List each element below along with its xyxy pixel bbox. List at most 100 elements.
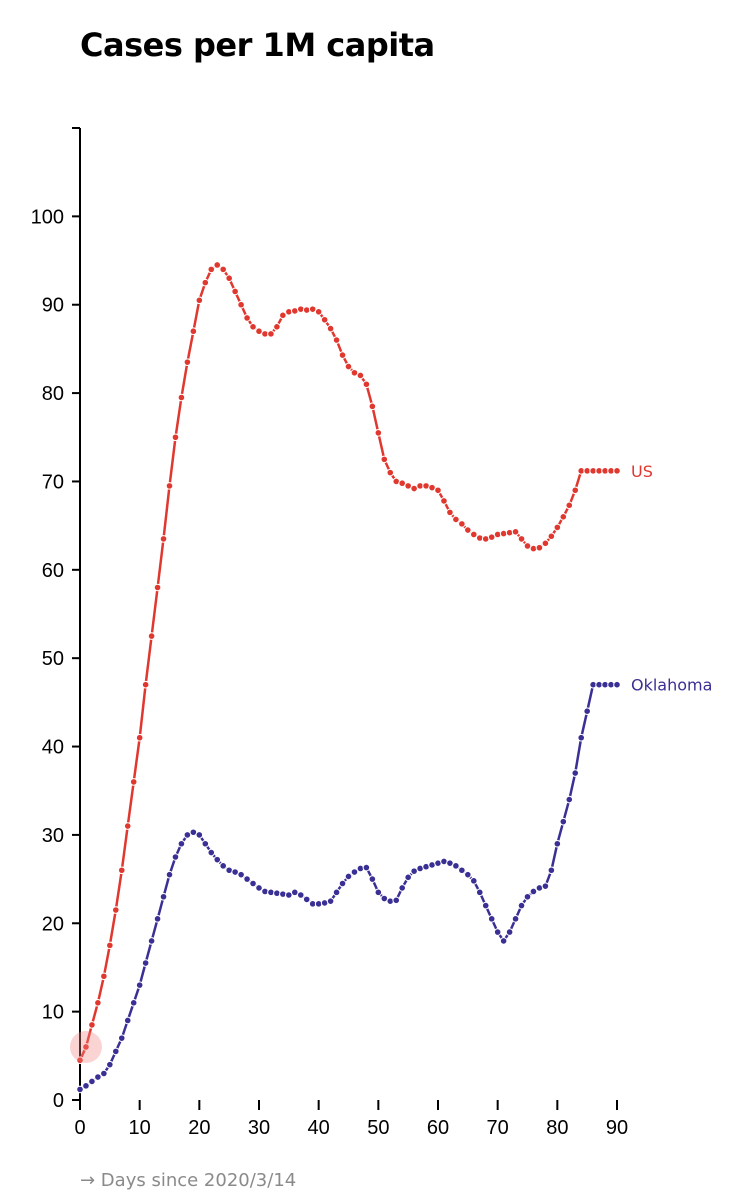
x-tick-label: 30 xyxy=(248,1117,270,1139)
data-point xyxy=(613,467,621,475)
data-point xyxy=(571,769,580,777)
data-point xyxy=(404,873,412,882)
data-point xyxy=(350,868,359,876)
data-point xyxy=(82,1043,90,1051)
data-point xyxy=(541,539,550,548)
y-tick-label: 0 xyxy=(53,1090,64,1112)
data-point xyxy=(380,455,389,464)
data-point xyxy=(535,543,544,552)
chart-axes: 0 10 20 30 40 50 60 70 80 90 100 0 10 20 30 40 50 60 70 80 9… xyxy=(31,127,628,1139)
data-point xyxy=(135,733,144,742)
series-line xyxy=(78,263,617,1061)
data-point xyxy=(88,1077,96,1086)
x-tick-label: 20 xyxy=(188,1117,210,1139)
data-point xyxy=(332,336,341,344)
data-point xyxy=(547,532,556,541)
data-point xyxy=(82,1082,90,1090)
data-point xyxy=(141,959,150,967)
series-label: US xyxy=(631,462,653,481)
data-point xyxy=(464,870,472,879)
y-tick-label: 40 xyxy=(42,737,64,759)
data-point xyxy=(326,897,335,905)
data-point xyxy=(207,848,216,857)
data-point xyxy=(511,915,520,923)
data-point xyxy=(147,632,156,640)
data-point xyxy=(177,839,186,848)
data-point xyxy=(273,323,281,331)
data-point xyxy=(225,274,233,283)
data-point xyxy=(159,535,168,543)
data-point xyxy=(296,891,305,899)
data-point xyxy=(517,901,526,910)
data-point xyxy=(314,307,323,316)
data-point xyxy=(147,937,156,945)
data-point xyxy=(398,884,407,892)
data-point xyxy=(123,1016,132,1025)
data-point xyxy=(177,393,186,402)
data-point xyxy=(571,486,580,495)
data-point xyxy=(183,358,192,366)
highlight-marker xyxy=(69,1030,102,1063)
data-point xyxy=(88,1021,96,1029)
chart-title: Cases per 1M capita xyxy=(80,26,435,64)
data-point xyxy=(464,526,472,534)
data-point xyxy=(189,327,198,336)
x-tick-label: 10 xyxy=(129,1117,151,1139)
data-point xyxy=(499,937,508,945)
data-point xyxy=(559,817,568,826)
data-point xyxy=(583,707,591,716)
data-point xyxy=(434,486,442,495)
y-tick-label: 10 xyxy=(42,1002,64,1024)
data-point xyxy=(117,1034,126,1042)
data-point xyxy=(243,314,251,322)
data-point xyxy=(237,870,245,879)
data-point xyxy=(106,1060,114,1069)
data-point xyxy=(249,323,257,331)
y-tick-label: 60 xyxy=(42,560,64,582)
data-point xyxy=(374,888,383,897)
data-point xyxy=(171,433,180,442)
series-layer: US Oklahoma xyxy=(69,261,712,1094)
data-point xyxy=(565,501,574,510)
data-point xyxy=(237,300,245,309)
data-point xyxy=(129,999,138,1007)
data-point xyxy=(76,1085,84,1094)
data-point xyxy=(565,795,574,804)
y-tick-label: 50 xyxy=(42,648,64,670)
data-point xyxy=(219,265,227,274)
data-point xyxy=(117,866,126,875)
x-axis-label: → Days since 2020/3/14 xyxy=(80,1170,297,1191)
data-point xyxy=(505,928,514,936)
series-us: US xyxy=(76,261,653,1065)
series-oklahoma: Oklahoma xyxy=(76,676,712,1094)
data-point xyxy=(338,879,347,888)
x-tick-label: 50 xyxy=(367,1117,389,1139)
data-point xyxy=(129,778,138,786)
data-point xyxy=(452,862,460,870)
data-point xyxy=(94,1073,102,1081)
data-point xyxy=(374,429,383,437)
data-point xyxy=(159,892,168,901)
data-point xyxy=(213,855,222,864)
x-tick-label: 90 xyxy=(606,1117,628,1139)
data-point xyxy=(112,1047,120,1056)
data-point xyxy=(446,508,454,517)
data-point xyxy=(171,853,180,861)
data-point xyxy=(255,884,263,892)
data-point xyxy=(94,999,102,1007)
data-point xyxy=(279,311,287,320)
data-point xyxy=(76,1056,84,1065)
data-point xyxy=(219,862,227,870)
x-tick-label: 0 xyxy=(74,1117,85,1139)
y-tick-label: 90 xyxy=(42,295,64,317)
data-point xyxy=(553,839,562,848)
x-tick-label: 80 xyxy=(546,1117,568,1139)
data-point xyxy=(231,287,239,296)
data-point xyxy=(458,866,466,875)
data-point xyxy=(547,866,556,875)
data-point xyxy=(559,513,568,521)
data-point xyxy=(362,380,371,389)
data-point xyxy=(362,863,371,872)
y-tick-label: 80 xyxy=(42,383,64,405)
